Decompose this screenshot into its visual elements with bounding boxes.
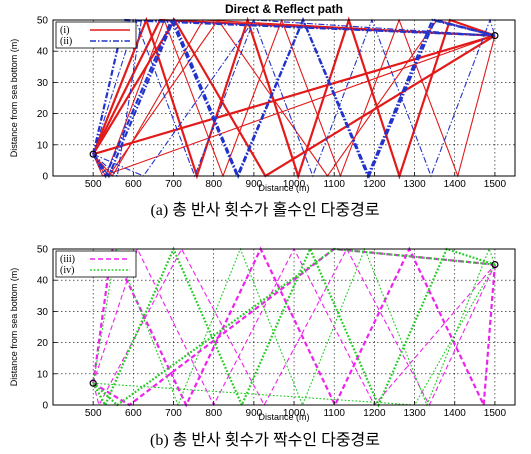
- x-tick-label: 1400: [444, 179, 467, 190]
- y-tick-label: 30: [37, 307, 49, 318]
- y-tick-label: 0: [42, 401, 48, 412]
- ray-path: [92, 19, 495, 178]
- x-tick-label: 1000: [283, 408, 306, 419]
- ray-path: [92, 18, 495, 155]
- x-tick-label: 800: [205, 408, 222, 419]
- legend-label: (iv): [60, 265, 74, 276]
- y-tick-label: 40: [37, 47, 49, 58]
- ray-path: [92, 247, 496, 407]
- x-tick-label: 900: [246, 408, 263, 419]
- x-tick-label: 900: [246, 179, 263, 190]
- x-tick-label: 500: [85, 179, 102, 190]
- ray-path: [92, 19, 495, 177]
- x-tick-label: 1300: [403, 408, 426, 419]
- ray-path: [92, 34, 496, 156]
- chart-panel-1: 500 600 700 800 900 1000 1100 1200 1300 1400 1500 0…: [9, 2, 516, 219]
- source-marker: [89, 379, 97, 387]
- x-tick-label: 600: [125, 408, 142, 419]
- figure-caption: (b) 총 반사 횟수가 짝수인 다중경로: [150, 431, 380, 449]
- legend: (i)(ii): [55, 21, 137, 49]
- x-tick-label: 1400: [444, 408, 467, 419]
- receiver-marker: [491, 31, 499, 40]
- y-tick-label: 0: [42, 172, 48, 183]
- x-axis-label: Distance (m): [258, 412, 309, 422]
- x-tick-label: 1300: [403, 179, 426, 190]
- y-axis-label: Distance from sea bottom (m): [9, 39, 19, 158]
- axes-frame: [52, 248, 516, 406]
- figure-caption: (a) 총 반사 횟수가 홀수인 다중경로: [150, 201, 379, 219]
- x-tick-label: 1200: [363, 408, 386, 419]
- y-tick-label: 30: [37, 78, 49, 89]
- x-tick-label: 800: [205, 179, 222, 190]
- receiver-marker: [491, 261, 499, 269]
- x-tick-label: 1000: [283, 179, 306, 190]
- x-tick-label: 700: [165, 408, 182, 419]
- axes-frame: [52, 19, 516, 177]
- legend-box: [55, 250, 137, 278]
- x-tick-label: 1100: [323, 408, 345, 419]
- y-tick-label: 20: [37, 338, 49, 349]
- y-tick-label: 10: [37, 369, 49, 380]
- x-tick-label: 1100: [323, 179, 345, 190]
- legend-label: (iii): [60, 254, 75, 265]
- y-tick-label: 50: [37, 245, 49, 256]
- y-tick-label: 20: [37, 109, 49, 120]
- y-tick-label: 50: [37, 16, 49, 27]
- x-tick-label: 500: [85, 408, 102, 419]
- chart-title: Direct & Reflect path: [225, 2, 343, 16]
- x-tick-label: 1500: [484, 179, 507, 190]
- x-tick-label: 600: [125, 179, 142, 190]
- legend-box: [55, 21, 137, 49]
- ray-path: [92, 247, 496, 407]
- legend-label: (i): [60, 25, 69, 36]
- x-tick-label: 700: [165, 179, 182, 190]
- y-tick-label: 40: [37, 276, 49, 287]
- y-tick-label: 10: [37, 140, 49, 151]
- ray-path: [92, 247, 496, 407]
- y-axis-label: Distance from sea bottom (m): [9, 268, 19, 387]
- source-marker: [89, 150, 97, 158]
- x-tick-label: 1200: [363, 179, 386, 190]
- ray-path: [92, 17, 496, 178]
- legend: (iii)(iv): [55, 250, 137, 278]
- chart-panel-2: 500 600 700 800 900 1000 1100 1200 1300 1400 1500 0…: [9, 245, 516, 449]
- ray-path: [92, 246, 496, 407]
- ray-path: [92, 17, 496, 179]
- x-axis-label: Distance (m): [258, 183, 309, 193]
- ray-path: [92, 246, 496, 408]
- x-tick-label: 1500: [484, 408, 507, 419]
- series-2: [92, 17, 496, 179]
- ray-path: [92, 19, 495, 177]
- legend-label: (ii): [60, 36, 72, 47]
